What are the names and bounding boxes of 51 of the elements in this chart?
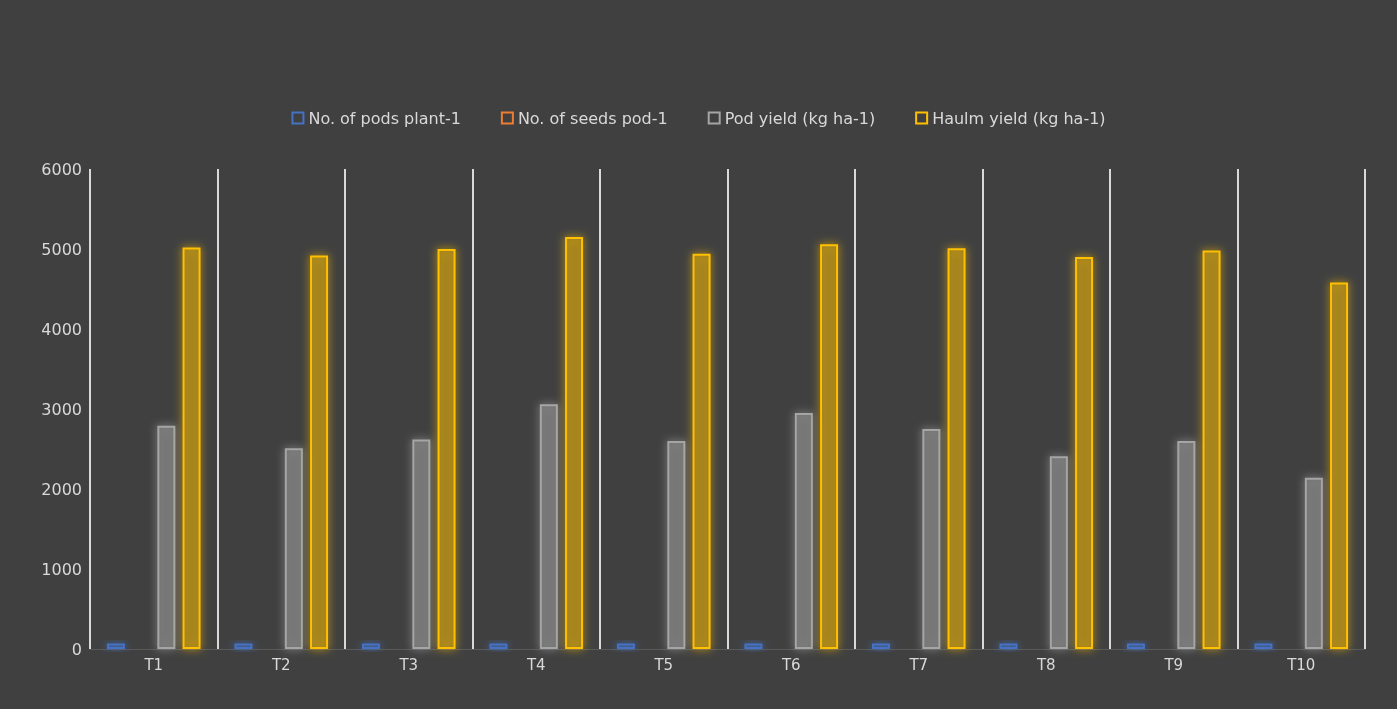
bar [820,244,839,649]
legend-label: No. of seeds pod-1 [517,108,668,128]
x-tick-label: T3 [398,655,419,674]
bar [489,643,508,649]
bar [616,643,635,649]
bar [1202,250,1221,649]
bar [284,448,303,649]
bar [947,248,966,649]
y-tick-label: 4000 [41,319,82,339]
x-tick-label: T9 [1163,655,1184,674]
bar [539,404,558,649]
legend-label: Haulm yield (kg ha-1) [932,108,1106,128]
x-tick-label: T5 [653,655,674,674]
y-tick-label: 1000 [41,559,82,579]
bar [157,425,176,649]
bar [744,643,763,649]
bar [1049,456,1068,649]
bar [1075,257,1094,649]
bar [1126,643,1145,649]
y-tick-label: 3000 [41,399,82,419]
bar [106,643,125,649]
bar [437,249,456,649]
y-tick-label: 6000 [41,159,82,179]
y-tick-label: 5000 [41,239,82,259]
x-tick-label: T8 [1035,655,1056,674]
y-tick-label: 0 [71,639,82,659]
bar [692,253,711,649]
bar [667,441,686,649]
bar [794,413,813,649]
y-tick-label: 2000 [41,479,82,499]
bar [234,643,253,649]
bar [310,255,329,649]
legend-label: No. of pods plant-1 [308,108,461,128]
x-tick-label: T1 [143,655,164,674]
bar [1304,477,1323,649]
x-tick-label: T6 [780,655,801,674]
bar [412,439,431,649]
x-tick-label: T7 [908,655,929,674]
x-tick-label: T2 [270,655,291,674]
bar [1177,441,1196,649]
x-tick-label: T10 [1286,655,1316,674]
bar [182,247,201,649]
bar [1330,282,1349,649]
bar [999,643,1018,649]
x-tick-label: T4 [525,655,546,674]
bar [1254,643,1273,649]
bar [871,643,890,649]
legend-label: Pod yield (kg ha-1) [724,108,876,128]
bar [565,237,584,649]
bar [361,643,380,649]
bar [922,429,941,649]
